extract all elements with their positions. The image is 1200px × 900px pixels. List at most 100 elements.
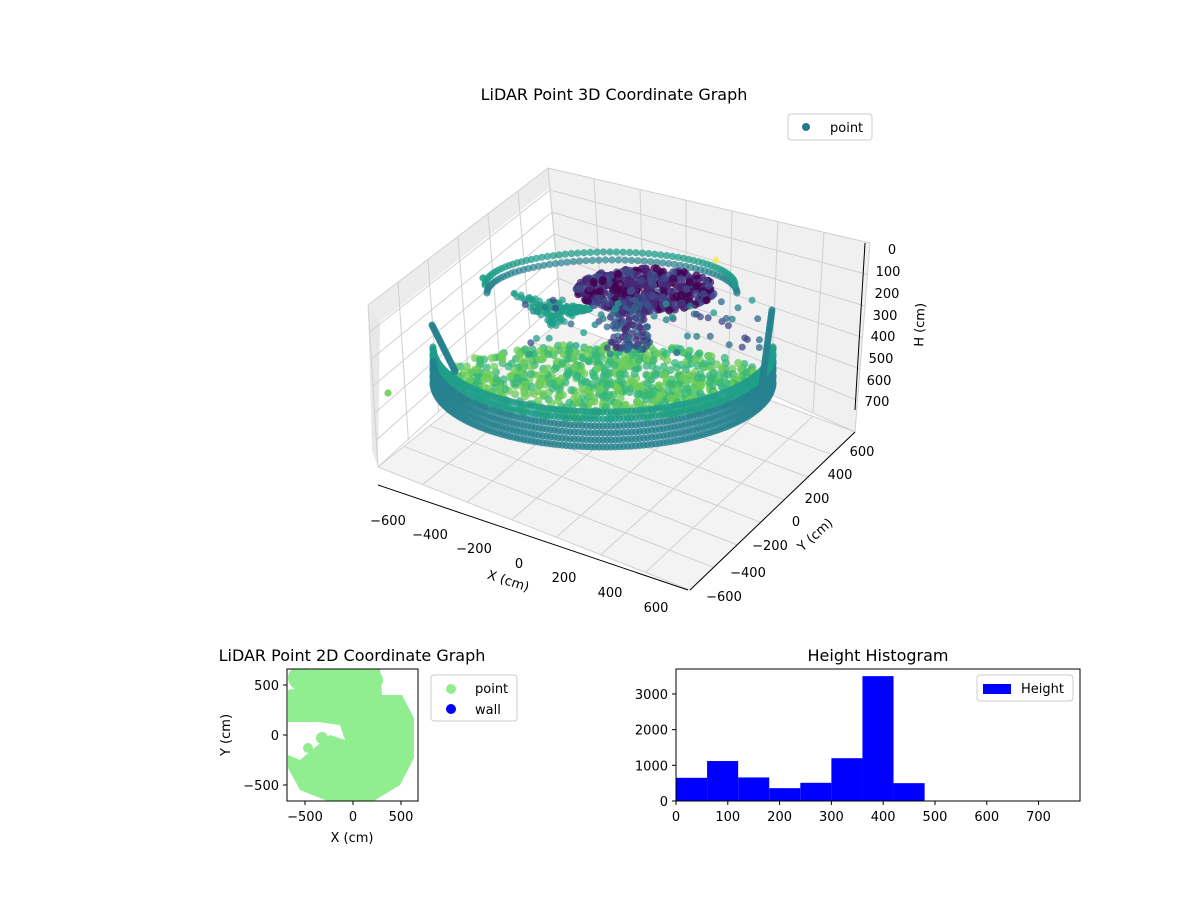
points-2d	[288, 669, 414, 801]
z-tick-label: 700	[865, 395, 890, 410]
data-point-3d	[513, 373, 522, 382]
data-point-3d	[632, 336, 640, 344]
data-point-3d	[725, 341, 733, 349]
x-tick-label-hist: 300	[819, 810, 844, 825]
data-point-3d	[637, 276, 646, 285]
grid-line	[429, 425, 738, 546]
chart-3d-title: LiDAR Point 3D Coordinate Graph	[481, 85, 748, 104]
data-point-3d	[599, 248, 608, 256]
data-point-3d	[700, 359, 709, 368]
data-point-3d	[756, 392, 764, 400]
data-point-3d	[755, 344, 763, 351]
data-point-3d	[640, 257, 649, 265]
data-point-3d	[596, 385, 605, 394]
data-point-3d	[685, 278, 694, 287]
data-point-3d	[731, 281, 739, 289]
histogram-bar	[769, 788, 801, 801]
data-point-3d	[702, 296, 711, 305]
point-cloud-2d	[288, 669, 414, 801]
data-point-3d	[498, 354, 507, 363]
data-point-3d	[610, 361, 619, 370]
y-tick-label: −600	[706, 590, 742, 605]
x-tick-label-hist: 500	[923, 810, 948, 825]
data-point-3d	[479, 274, 487, 282]
data-point-3d	[646, 274, 655, 283]
data-point-3d	[533, 387, 542, 396]
y-tick-label: 400	[828, 468, 853, 483]
data-point-3d	[540, 368, 549, 377]
histogram-bar	[893, 783, 925, 801]
data-point-3d	[707, 373, 715, 382]
data-point-3d	[606, 248, 614, 256]
y-tick-label-hist: 2000	[635, 724, 668, 739]
data-point-3d	[595, 256, 603, 264]
grid-line	[377, 466, 691, 591]
data-point-3d	[429, 364, 437, 372]
y-tick-label-hist: 1000	[635, 759, 668, 774]
data-point-3d	[612, 400, 621, 409]
data-point-3d	[624, 345, 632, 353]
data-point-3d	[465, 368, 474, 377]
data-point-3d	[712, 256, 720, 264]
data-point-3d	[697, 373, 706, 382]
legend-hist-box	[976, 674, 1074, 702]
data-point-3d	[593, 364, 602, 373]
x-tick-label-2d: −500	[287, 810, 323, 825]
data-point-3d	[558, 391, 567, 400]
data-point-3d	[509, 379, 518, 388]
data-point-3d	[534, 262, 543, 270]
x-tick-label-hist: 600	[974, 810, 999, 825]
y-tick-label-hist: 0	[660, 795, 668, 810]
x-axis-label-2d: X (cm)	[331, 831, 374, 846]
data-point-3d	[696, 313, 704, 321]
data-point-3d	[573, 391, 582, 400]
y-tick-label-hist: 3000	[635, 688, 668, 703]
data-point-3d	[462, 362, 471, 371]
data-point-3d	[631, 380, 640, 389]
data-point-3d	[429, 371, 437, 379]
data-point-3d	[722, 314, 730, 322]
data-point-3d	[733, 289, 741, 297]
data-point-3d	[566, 341, 574, 350]
data-point-3d	[597, 311, 605, 319]
data-point-3d	[708, 382, 717, 391]
x-axis-label-3d: X (cm)	[485, 568, 531, 596]
data-point-3d	[550, 346, 559, 355]
data-point-3d	[653, 349, 661, 358]
data-point-3d	[521, 380, 530, 389]
data-point-3d	[586, 284, 594, 292]
data-point-3d	[606, 350, 614, 358]
data-point-3d	[666, 394, 675, 403]
x-tick-label: −600	[370, 514, 406, 529]
data-point-3d	[556, 318, 564, 326]
point-cluster-2d	[365, 671, 383, 689]
x-tick-label-hist: 400	[871, 810, 896, 825]
data-point-3d	[384, 389, 392, 397]
y-tick-label-2d: 500	[254, 679, 279, 694]
data-point-3d	[570, 354, 579, 363]
y-tick-label: 0	[792, 515, 800, 530]
data-point-3d	[666, 379, 674, 388]
data-point-3d	[670, 260, 679, 268]
data-point-3d	[567, 250, 576, 258]
ticks-hist	[672, 693, 1040, 805]
data-point-3d	[608, 311, 616, 319]
data-point-3d	[704, 314, 712, 322]
data-point-3d	[648, 362, 657, 370]
data-point-3d	[473, 366, 482, 375]
data-point-3d	[561, 250, 569, 258]
y-axis-label-3d: Y (cm)	[794, 516, 836, 556]
data-point-3d	[748, 296, 756, 304]
pane-left	[368, 168, 562, 322]
data-point-3d	[666, 287, 675, 296]
data-point-3d	[494, 385, 503, 393]
data-point-3d	[663, 252, 671, 260]
data-point-3d	[660, 370, 669, 379]
data-point-3d	[634, 257, 642, 265]
data-point-3d	[669, 268, 678, 277]
y-axis-label-2d: Y (cm)	[219, 714, 234, 757]
data-point-3d	[734, 359, 743, 367]
z-tick-label: 0	[888, 243, 896, 258]
data-point-3d	[632, 342, 640, 350]
data-point-3d	[534, 307, 542, 315]
